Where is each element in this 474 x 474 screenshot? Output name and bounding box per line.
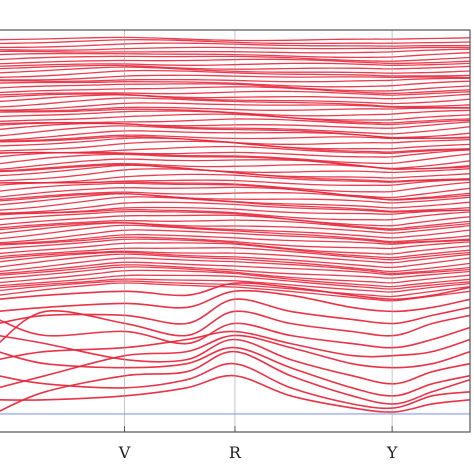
band-line [0,224,471,243]
band-line [0,125,471,139]
band-line [0,48,471,54]
band-line [0,66,471,74]
band-line [0,278,471,293]
band-line [0,58,471,65]
band-line [0,214,471,230]
band-line [0,193,471,209]
band-line [0,242,471,259]
dense-band-group [0,36,471,302]
band-line [0,229,471,244]
band-line [0,42,470,49]
band-line [0,210,471,227]
band-line [0,122,471,135]
band-line [0,80,471,88]
band-line [0,182,471,199]
x-tick-label: Y [386,443,398,462]
band-line [0,93,471,100]
band-line [0,335,471,385]
band-line [0,46,471,51]
band-line [0,90,471,96]
band-line [0,164,471,179]
band-line [0,62,471,67]
band-line [0,250,471,264]
band-line [0,289,471,313]
low-band-group [0,282,471,413]
x-tick-label: V [118,443,131,462]
band-line [0,206,471,215]
band-line [0,74,471,81]
band-line [0,192,471,204]
band-line [0,236,471,250]
band-line [0,36,471,42]
band-line [0,319,471,349]
band-line [0,55,471,62]
band-line [0,247,471,261]
band-line [0,173,471,184]
band-line [0,64,471,70]
band-line [0,310,471,344]
band-line [0,238,471,255]
band-line [0,330,471,361]
band-line [0,178,471,186]
band-line [0,77,470,83]
band-line [0,83,471,92]
band-line [0,106,470,112]
band-line [0,266,471,284]
band-line [0,280,471,298]
band-line [0,253,471,273]
band-line [0,108,471,117]
high-symmetry-lines [123,30,393,432]
band-line [0,346,471,397]
band-line [0,264,471,279]
band-line [0,163,471,174]
band-line [0,134,471,142]
band-line [0,86,471,95]
band-line [0,261,471,276]
band-line [0,118,471,126]
band-line [0,94,471,105]
band-line [0,201,471,214]
band-line [0,153,471,170]
band-line [0,136,471,145]
band-line [0,52,471,59]
band-line [0,145,471,154]
band-line [0,257,471,274]
band-line [0,113,471,124]
band-line [0,39,471,45]
band-line [0,269,471,288]
band-line [0,362,471,410]
x-tick-label: R [229,443,242,462]
band-line [0,350,471,412]
band-line [0,274,471,290]
band-line [0,222,471,239]
band-line [0,97,471,108]
band-line [0,282,471,301]
band-line [0,251,471,269]
band-line [0,374,471,413]
band-line [0,186,471,201]
plot-frame [0,29,471,433]
band-line [0,282,471,302]
band-line [0,233,471,245]
band-line [0,219,471,231]
band-line [0,221,471,234]
band-line [0,69,471,78]
band-line [0,158,471,170]
